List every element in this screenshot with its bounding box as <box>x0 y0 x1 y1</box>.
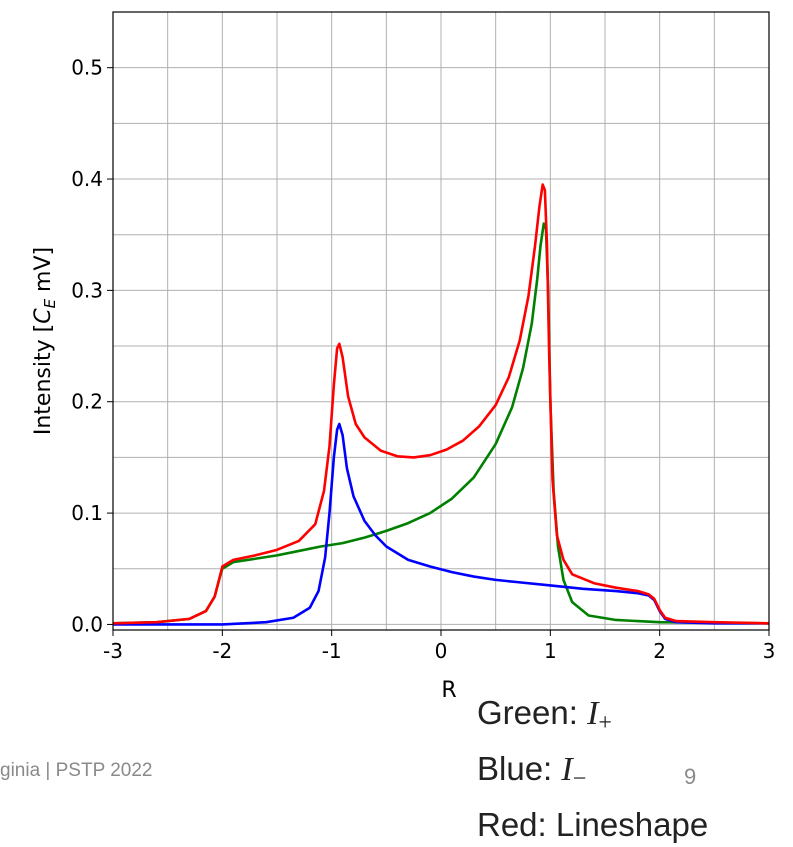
y-tick-label: 0.0 <box>71 612 103 636</box>
x-tick-label: 1 <box>544 639 557 663</box>
series-lines <box>112 183 770 626</box>
y-tick-label: 0.2 <box>71 390 103 414</box>
legend-red: Red: Lineshape <box>477 806 709 843</box>
x-tick-label: -2 <box>212 639 232 663</box>
grid-lines <box>112 11 770 630</box>
legend: Green: I+ Blue: I− Red: Lineshape <box>477 690 708 847</box>
y-axis-label: Intensity [CE mV] <box>31 247 59 435</box>
x-tick-label: -1 <box>322 639 342 663</box>
y-tick-label: 0.1 <box>71 501 103 525</box>
legend-blue-prefix: Blue: <box>477 750 562 787</box>
x-tick-label: -3 <box>103 639 123 663</box>
page-number: 9 <box>684 764 697 789</box>
y-axis-label-subscript: E <box>41 298 59 308</box>
x-axis-label: R <box>441 678 456 703</box>
x-tick-label: 3 <box>763 639 776 663</box>
legend-blue: Blue: I− <box>477 746 708 802</box>
legend-green-symbol: I+ <box>587 695 612 736</box>
y-axis-label-prefix: Intensity [ <box>31 324 56 435</box>
axis-ticks: -3 -2 -1 0 1 2 3 0.0 0.1 0.2 0.3 0.4 0.5 <box>71 56 775 663</box>
legend-blue-symbol: I− <box>561 751 586 792</box>
y-tick-label: 0.4 <box>71 167 103 191</box>
legend-green-prefix: Green: <box>477 694 588 731</box>
legend-green-subscript: + <box>598 710 612 736</box>
y-axis-label-suffix: mV] <box>31 247 56 299</box>
legend-blue-symbol-letter: I <box>561 751 573 788</box>
series-line-2 <box>112 183 770 625</box>
x-tick-label: 0 <box>435 639 448 663</box>
y-tick-label: 0.5 <box>71 56 103 80</box>
y-axis-label-symbol: C <box>31 308 56 324</box>
legend-green: Green: I+ <box>477 690 708 746</box>
legend-blue-subscript: − <box>572 766 587 792</box>
legend-green-symbol-letter: I <box>587 695 599 732</box>
y-tick-label: 0.3 <box>71 278 103 302</box>
footer-text: ginia | PSTP 2022 <box>0 760 153 781</box>
x-tick-label: 2 <box>653 639 666 663</box>
